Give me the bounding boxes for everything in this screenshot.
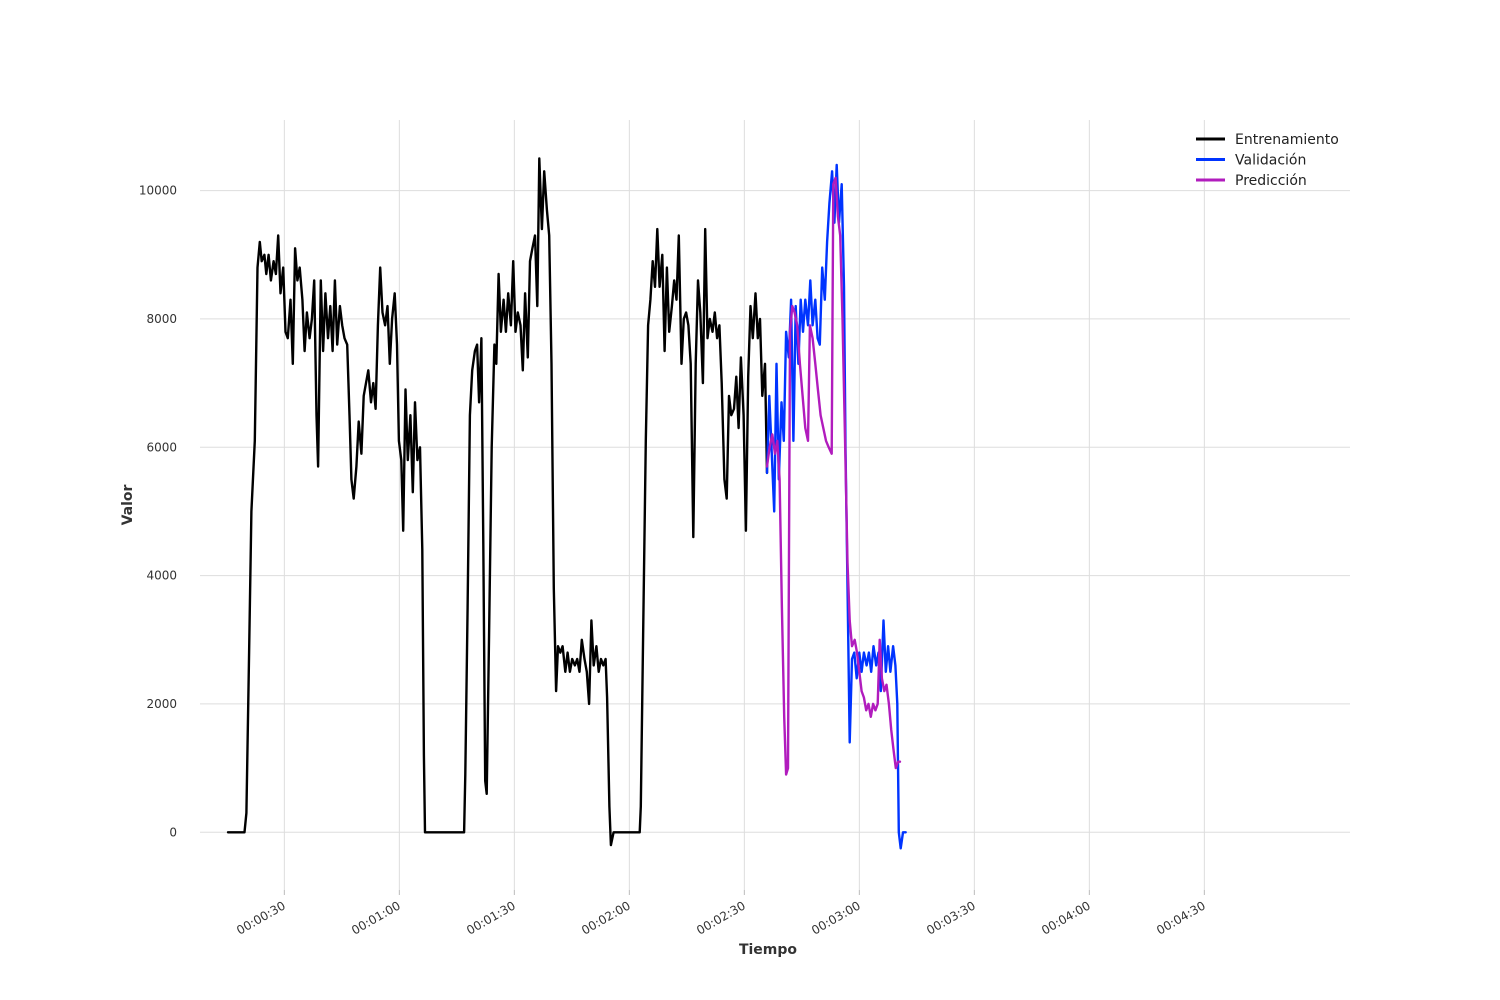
y-axis-ticks: 0 2000 4000 6000 8000 10000 — [139, 184, 177, 840]
legend-label: Entrenamiento — [1235, 132, 1339, 148]
y-tick-label: 2000 — [146, 697, 177, 711]
series-lines — [226, 157, 907, 850]
series-line-2 — [765, 163, 907, 850]
y-tick-label: 10000 — [139, 184, 177, 198]
legend-label: Validación — [1235, 153, 1306, 169]
y-axis-title: Valor — [120, 484, 136, 525]
y-tick-label: 6000 — [146, 440, 177, 454]
y-tick-label: 0 — [169, 825, 177, 839]
x-axis-title: Tiempo — [739, 942, 797, 958]
legend-label: Predicción — [1235, 173, 1307, 189]
legend: Entrenamiento Validación Predicción — [1196, 132, 1339, 189]
series-line-3 — [765, 176, 902, 776]
y-tick-label: 4000 — [146, 569, 177, 583]
series-line-1 — [226, 157, 769, 847]
y-tick-label: 8000 — [146, 312, 177, 326]
